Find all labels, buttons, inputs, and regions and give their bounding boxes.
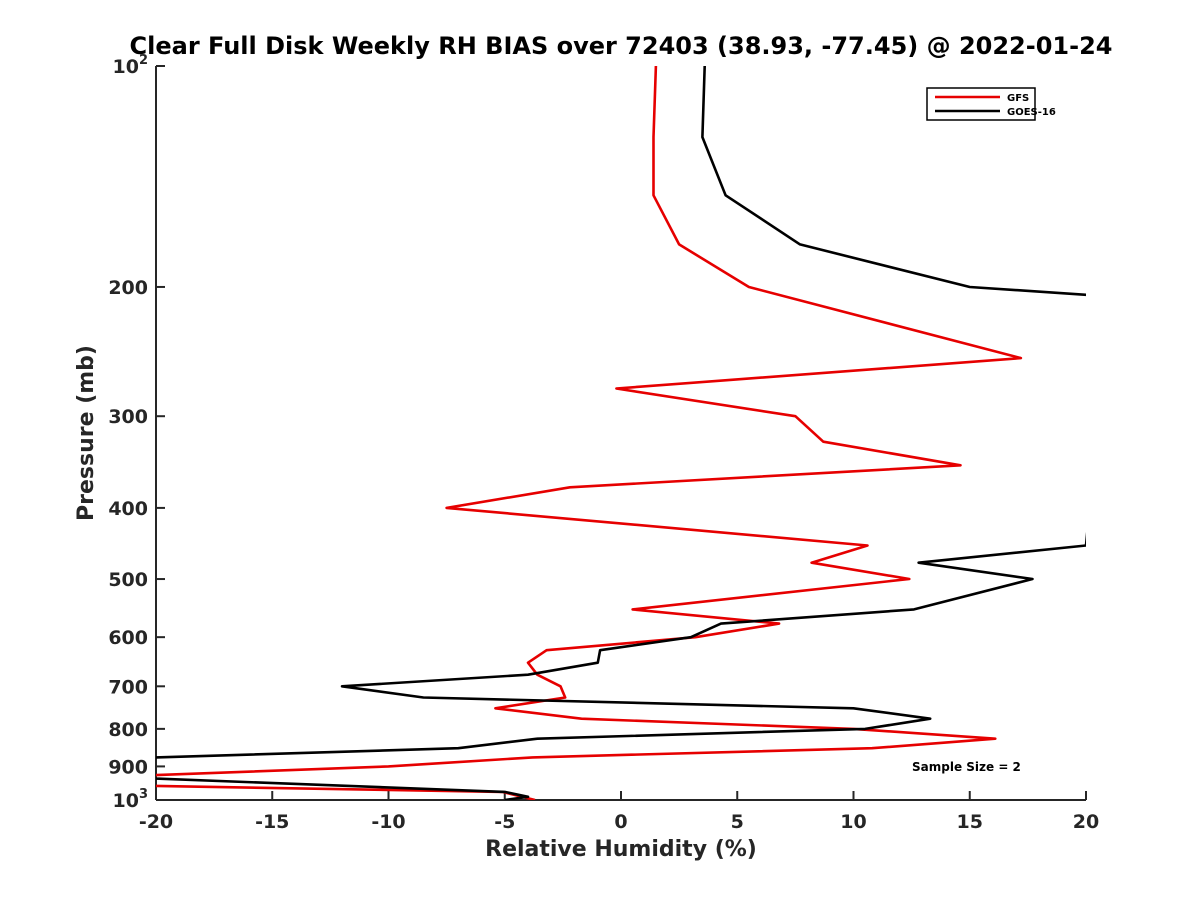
x-axis-label: Relative Humidity (%) bbox=[485, 837, 757, 862]
x-tick-label: -15 bbox=[255, 811, 289, 833]
y-tick-label: 102 bbox=[113, 53, 149, 78]
series-lines bbox=[156, 66, 1086, 800]
y-axis-label: Pressure (mb) bbox=[74, 345, 99, 521]
axes bbox=[155, 65, 1087, 801]
y-tick-label: 103 bbox=[113, 787, 149, 812]
y-tick-label: 400 bbox=[108, 498, 148, 520]
y-tick-label: 900 bbox=[108, 756, 148, 778]
y-tick-base: 10 bbox=[113, 56, 139, 78]
series-line-gfs bbox=[156, 66, 1023, 800]
chart-title: Clear Full Disk Weekly RH BIAS over 7240… bbox=[130, 32, 1113, 60]
legend-label: GOES-16 bbox=[1007, 107, 1056, 118]
x-tick-label: 10 bbox=[840, 811, 866, 833]
x-tick-label: -10 bbox=[371, 811, 405, 833]
y-tick-label: 700 bbox=[108, 676, 148, 698]
y-tick-exponent: 3 bbox=[139, 787, 148, 802]
y-tick-base: 10 bbox=[113, 790, 139, 812]
x-tick-label: -20 bbox=[139, 811, 173, 833]
sample-size-annotation: Sample Size = 2 bbox=[912, 760, 1021, 774]
x-tick-label: 15 bbox=[957, 811, 983, 833]
tick-labels: -20 -15 -10 -5 0 5 10 15 20102200300400500600700… bbox=[108, 53, 1099, 833]
y-tick-label: 800 bbox=[108, 719, 148, 741]
x-tick-label: 5 bbox=[731, 811, 744, 833]
legend-label: GFS bbox=[1007, 93, 1029, 104]
legend: GFS GOES-16 bbox=[926, 87, 1056, 121]
x-tick-label: -5 bbox=[494, 811, 515, 833]
series-line-goes-16 bbox=[156, 66, 1086, 800]
y-tick-label: 500 bbox=[108, 569, 148, 591]
y-tick-exponent: 2 bbox=[139, 53, 148, 68]
y-tick-label: 200 bbox=[108, 277, 148, 299]
x-tick-label: 20 bbox=[1073, 811, 1099, 833]
y-tick-label: 600 bbox=[108, 627, 148, 649]
legend-box bbox=[926, 87, 1036, 121]
y-tick-label: 300 bbox=[108, 406, 148, 428]
x-tick-label: 0 bbox=[614, 811, 627, 833]
